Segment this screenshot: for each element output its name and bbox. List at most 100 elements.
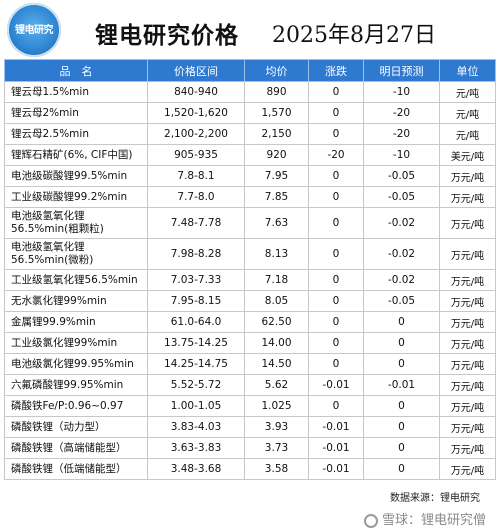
cell-unit: 万元/吨 (439, 186, 496, 208)
cell-change: 0 (308, 207, 364, 239)
snowball-icon (363, 513, 378, 528)
cell-unit: 元/吨 (439, 102, 496, 124)
table-row: 磷酸铁锂（动力型） 3.83-4.03 3.93 -0.01 0 万元/吨 (4, 416, 496, 438)
cell-range: 1.00-1.05 (147, 395, 245, 417)
cell-avg: 62.50 (244, 311, 309, 333)
cell-forecast: 0 (363, 437, 440, 459)
cell-range: 7.7-8.0 (147, 186, 245, 208)
cell-name: 磷酸铁Fe/P:0.96~0.97 (4, 395, 148, 417)
cell-name: 工业级碳酸锂99.2%min (4, 186, 148, 208)
table-row: 六氟磷酸锂99.95%min 5.52-5.72 5.62 -0.01 -0.01 万元/… (4, 374, 496, 396)
cell-unit: 万元/吨 (439, 269, 496, 291)
table-body: 锂云母1.5%min 840-940 890 0 -10 元/吨 锂云母2%min 1,520… (4, 81, 496, 480)
table-row: 工业级碳酸锂99.2%min 7.7-8.0 7.85 0 -0.05 万元/吨 (4, 186, 496, 208)
cell-unit: 万元/吨 (439, 395, 496, 417)
cell-range: 13.75-14.25 (147, 332, 245, 354)
cell-name: 电池级氢氧化锂 56.5%min(微粉) (4, 238, 148, 270)
cell-forecast: 0 (363, 458, 440, 480)
table-header-row: 品 名 价格区间 均价 涨跌 明日预测 单位 (4, 59, 496, 82)
cell-unit: 万元/吨 (439, 311, 496, 333)
cell-name: 电池级碳酸锂99.5%min (4, 165, 148, 187)
cell-forecast: -10 (363, 81, 440, 103)
table-row: 电池级氯化锂99.95%min 14.25-14.75 14.50 0 0 万元/吨 (4, 353, 496, 375)
cell-change: 0 (308, 311, 364, 333)
table-row: 无水氯化锂99%min 7.95-8.15 8.05 0 -0.05 万元/吨 (4, 290, 496, 312)
page-title: 锂电研究价格 (95, 22, 239, 49)
table-row: 磷酸铁锂（高端储能型） 3.63-3.83 3.73 -0.01 0 万元/吨 (4, 437, 496, 459)
cell-change: 0 (308, 186, 364, 208)
price-table: 品 名 价格区间 均价 涨跌 明日预测 单位 锂云母1.5%min 840-940… (4, 59, 496, 480)
cell-range: 3.48-3.68 (147, 458, 245, 480)
cell-change: -0.01 (308, 437, 364, 459)
cell-change: 0 (308, 102, 364, 124)
cell-range: 905-935 (147, 144, 245, 166)
cell-name: 锂云母1.5%min (4, 81, 148, 103)
cell-name: 磷酸铁锂（低端储能型） (4, 458, 148, 480)
cell-change: -0.01 (308, 416, 364, 438)
watermark-text: 雪球：锂电研究僧 (381, 513, 486, 528)
cell-change: 0 (308, 332, 364, 354)
cell-avg: 14.50 (244, 353, 309, 375)
data-source: 数据来源：锂电研究 (390, 493, 480, 504)
table-row: 磷酸铁锂（低端储能型） 3.48-3.68 3.58 -0.01 0 万元/吨 (4, 458, 496, 480)
cell-change: -20 (308, 144, 364, 166)
cell-range: 840-940 (147, 81, 245, 103)
cell-avg: 5.62 (244, 374, 309, 396)
cell-name: 工业级氯化锂99%min (4, 332, 148, 354)
col-header-change: 涨跌 (308, 59, 364, 82)
cell-change: 0 (308, 238, 364, 270)
table-row: 工业级氢氧化锂56.5%min 7.03-7.33 7.18 0 -0.02 万元/吨 (4, 269, 496, 291)
cell-avg: 1.025 (244, 395, 309, 417)
cell-avg: 8.13 (244, 238, 309, 270)
watermark: 雪球：锂电研究僧 (363, 509, 486, 528)
cell-change: 0 (308, 81, 364, 103)
table-row: 磷酸铁Fe/P:0.96~0.97 1.00-1.05 1.025 0 0 万元/吨 (4, 395, 496, 417)
cell-unit: 万元/吨 (439, 332, 496, 354)
cell-change: -0.01 (308, 458, 364, 480)
cell-range: 7.8-8.1 (147, 165, 245, 187)
cell-forecast: 0 (363, 311, 440, 333)
cell-range: 14.25-14.75 (147, 353, 245, 375)
cell-avg: 3.93 (244, 416, 309, 438)
cell-avg: 7.18 (244, 269, 309, 291)
cell-avg: 8.05 (244, 290, 309, 312)
cell-name: 锂云母2.5%min (4, 123, 148, 145)
cell-unit: 万元/吨 (439, 238, 496, 270)
cell-name: 六氟磷酸锂99.95%min (4, 374, 148, 396)
cell-avg: 3.73 (244, 437, 309, 459)
cell-range: 61.0-64.0 (147, 311, 245, 333)
logo-text: 锂电研究 (15, 25, 54, 36)
cell-forecast: 0 (363, 353, 440, 375)
cell-avg: 3.58 (244, 458, 309, 480)
cell-range: 7.48-7.78 (147, 207, 245, 239)
header: 锂电研究 锂电研究价格 2025年8月27日 (0, 0, 500, 58)
cell-unit: 万元/吨 (439, 374, 496, 396)
cell-forecast: 0 (363, 416, 440, 438)
cell-name: 工业级氢氧化锂56.5%min (4, 269, 148, 291)
cell-change: 0 (308, 353, 364, 375)
table-row: 锂云母2%min 1,520-1,620 1,570 0 -20 元/吨 (4, 102, 496, 124)
table-row: 工业级氯化锂99%min 13.75-14.25 14.00 0 0 万元/吨 (4, 332, 496, 354)
cell-name: 金属锂99.9%min (4, 311, 148, 333)
cell-name: 无水氯化锂99%min (4, 290, 148, 312)
cell-avg: 1,570 (244, 102, 309, 124)
cell-unit: 元/吨 (439, 123, 496, 145)
cell-avg: 2,150 (244, 123, 309, 145)
cell-avg: 7.95 (244, 165, 309, 187)
cell-unit: 美元/吨 (439, 144, 496, 166)
cell-range: 2,100-2,200 (147, 123, 245, 145)
cell-range: 5.52-5.72 (147, 374, 245, 396)
cell-name: 电池级氯化锂99.95%min (4, 353, 148, 375)
cell-name: 电池级氢氧化锂 56.5%min(粗颗粒) (4, 207, 148, 239)
cell-range: 7.98-8.28 (147, 238, 245, 270)
cell-range: 1,520-1,620 (147, 102, 245, 124)
table-row: 电池级碳酸锂99.5%min 7.8-8.1 7.95 0 -0.05 万元/吨 (4, 165, 496, 187)
cell-range: 3.63-3.83 (147, 437, 245, 459)
cell-change: -0.01 (308, 374, 364, 396)
col-header-avg: 均价 (244, 59, 309, 82)
cell-unit: 万元/吨 (439, 290, 496, 312)
cell-forecast: 0 (363, 395, 440, 417)
col-header-name: 品 名 (4, 59, 148, 82)
cell-unit: 万元/吨 (439, 458, 496, 480)
cell-avg: 7.85 (244, 186, 309, 208)
